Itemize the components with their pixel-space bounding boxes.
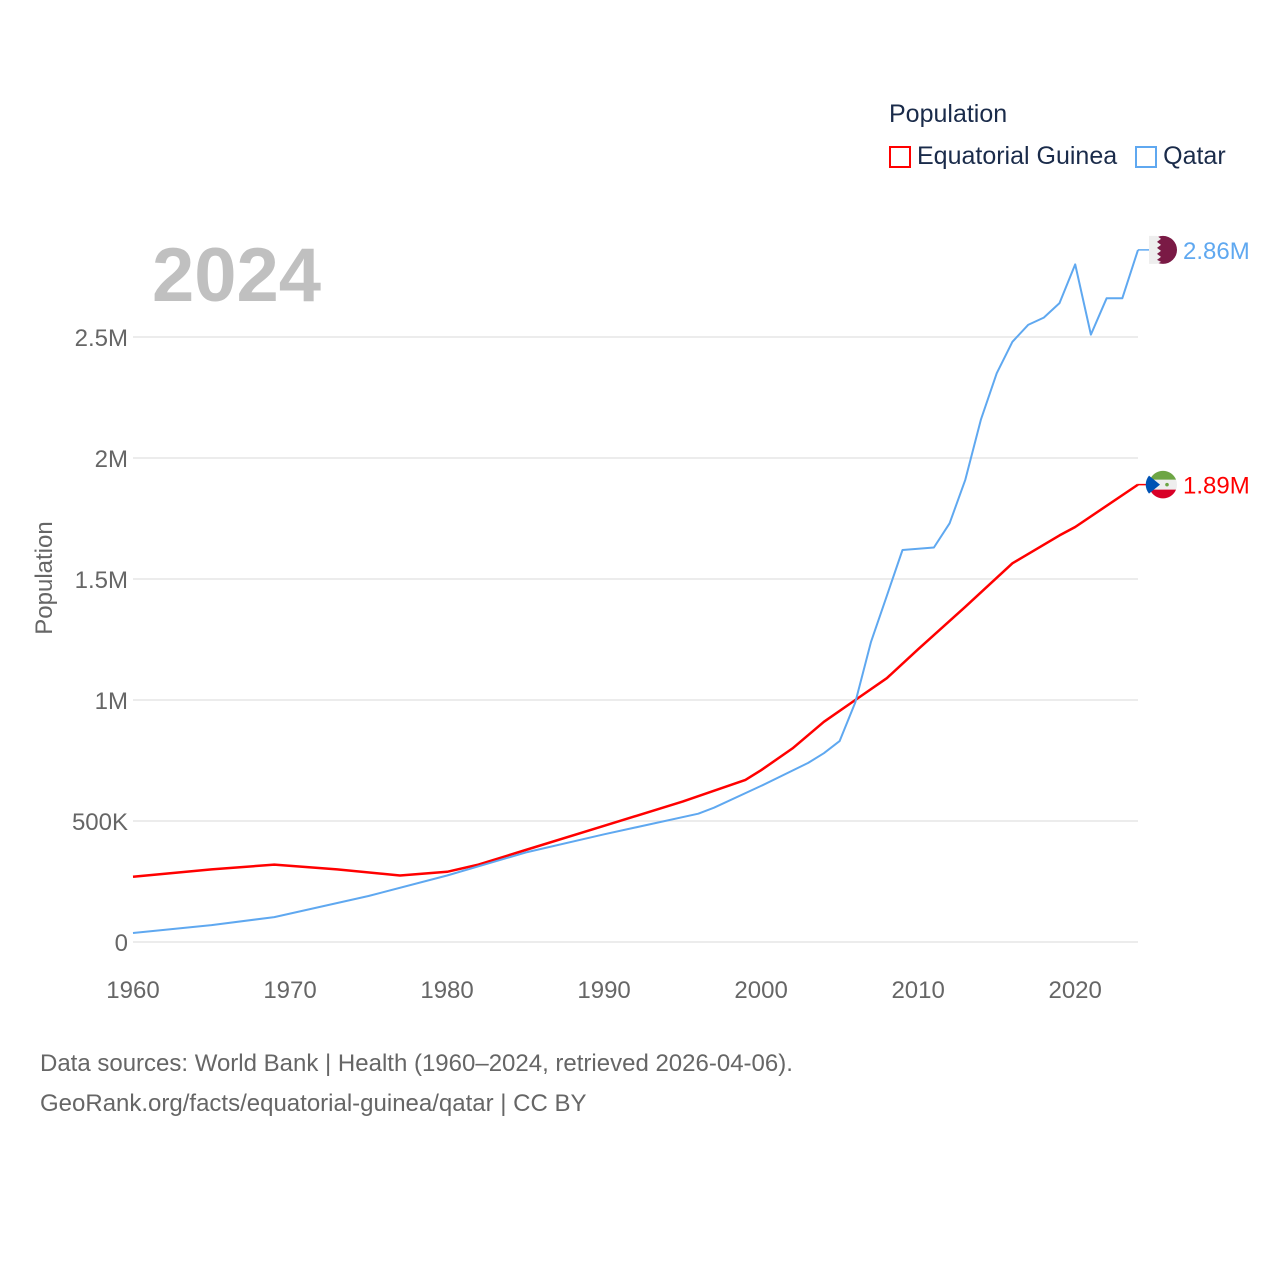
footer: Data sources: World Bank | Health (1960–… [40, 1044, 793, 1124]
legend-item-qatar[interactable]: Qatar [1135, 142, 1226, 171]
flag-red [1150, 489, 1176, 499]
end-value-label: 2.86M [1183, 238, 1250, 265]
legend-swatch-equatorial-guinea [889, 145, 911, 168]
qatar-flag-stripe [1149, 235, 1161, 264]
flag-green [1150, 470, 1176, 480]
end-value-label: 1.89M [1183, 473, 1250, 500]
legend-title: Population [889, 100, 1008, 128]
y-tick-label: 2.5M [75, 325, 128, 352]
legend-label: Equatorial Guinea [917, 142, 1118, 170]
x-tick-label: 1980 [420, 977, 473, 1004]
series-line-equatorial-guinea [132, 483, 1139, 878]
x-tick-label: 1990 [577, 977, 630, 1004]
flag-blue [1145, 475, 1160, 494]
x-tick-label: 2000 [734, 977, 787, 1004]
y-tick-label: 0 [115, 930, 128, 957]
y-tick-label: 1M [95, 688, 128, 715]
y-axis-label: Population [31, 521, 58, 634]
x-tick-label: 2020 [1048, 977, 1101, 1004]
x-tick-label: 2010 [891, 977, 944, 1004]
legend-item-equatorial-guinea[interactable]: Equatorial Guinea [889, 142, 1117, 171]
x-tick-label: 1960 [106, 977, 159, 1004]
flag-emblem [1165, 482, 1169, 487]
y-tick-label: 1.5M [75, 567, 128, 594]
legend-swatch-qatar [1135, 145, 1158, 168]
y-tick-label: 2M [95, 446, 128, 473]
year-label: 2024 [152, 233, 322, 318]
legend: Equatorial Guinea Qatar [889, 142, 1226, 171]
y-tick-label: 500K [72, 809, 128, 836]
source-link[interactable]: GeoRank.org/facts/equatorial-guinea/qata… [40, 1090, 587, 1117]
series-line-qatar [132, 249, 1139, 934]
x-tick-label: 1970 [263, 977, 316, 1004]
legend-label: Qatar [1163, 142, 1226, 170]
data-source-text: Data sources: World Bank | Health (1960–… [40, 1050, 793, 1077]
